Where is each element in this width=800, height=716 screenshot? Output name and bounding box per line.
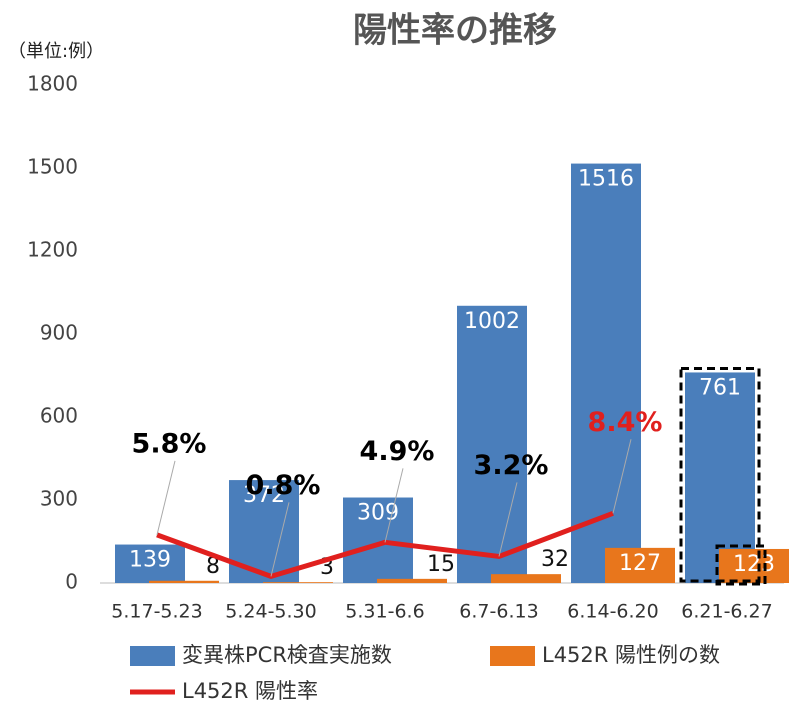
x-tick-label: 5.31-6.6 (345, 601, 424, 623)
legend-label: 変異株PCR検査実施数 (182, 643, 392, 667)
data-label: 4.9% (360, 436, 435, 467)
legend-swatch (490, 646, 535, 666)
y-tick-label: 900 (40, 321, 78, 345)
legend-label: L452R 陽性例の数 (542, 643, 720, 667)
data-label: 15 (427, 552, 455, 577)
data-label: 5.8% (132, 428, 207, 459)
bar (377, 578, 447, 583)
bar (149, 580, 219, 583)
leader-line (156, 460, 176, 535)
x-tick-label: 5.24-5.30 (225, 601, 316, 623)
data-label: 761 (699, 375, 741, 400)
data-label: 139 (129, 548, 171, 573)
data-label: 123 (733, 552, 775, 577)
legend-swatch (130, 646, 175, 666)
data-label: 1516 (578, 167, 634, 192)
leader-line (270, 502, 290, 577)
y-tick-label: 1800 (27, 72, 78, 96)
data-label: 3.2% (474, 450, 549, 481)
y-tick-label: 300 (40, 487, 78, 511)
x-tick-label: 6.14-6.20 (567, 601, 658, 623)
leader-line (498, 482, 518, 557)
unit-label: （単位:例） (8, 41, 104, 62)
data-label: 8 (206, 554, 220, 579)
y-tick-label: 600 (40, 404, 78, 428)
y-tick-label: 0 (65, 570, 78, 594)
bar (571, 163, 641, 583)
y-tick-label: 1500 (27, 155, 78, 179)
x-tick-label: 6.7-6.13 (459, 601, 538, 623)
data-label: 32 (541, 547, 569, 572)
data-label: 127 (619, 551, 661, 576)
bar (685, 372, 755, 583)
data-label: 309 (357, 501, 399, 526)
y-tick-label: 1200 (27, 238, 78, 262)
data-label: 8.4% (588, 407, 663, 438)
bar (719, 548, 789, 583)
bar (491, 574, 561, 583)
chart-title: 陽性率の推移 (353, 11, 557, 51)
x-tick-label: 6.21-6.27 (681, 601, 772, 623)
bar (343, 497, 413, 583)
highlight-box (715, 544, 767, 586)
bar (115, 544, 185, 583)
legend-label: L452R 陽性率 (182, 679, 318, 703)
data-label: 0.8% (246, 470, 321, 501)
bar (605, 547, 675, 583)
bar (263, 582, 333, 583)
data-label: 372 (243, 483, 285, 508)
x-tick-label: 5.17-5.23 (111, 601, 202, 623)
leader-line (612, 439, 632, 514)
data-label: 1002 (464, 309, 520, 334)
highlight-box (679, 366, 761, 583)
bar (457, 305, 527, 583)
leader-line (384, 468, 404, 543)
